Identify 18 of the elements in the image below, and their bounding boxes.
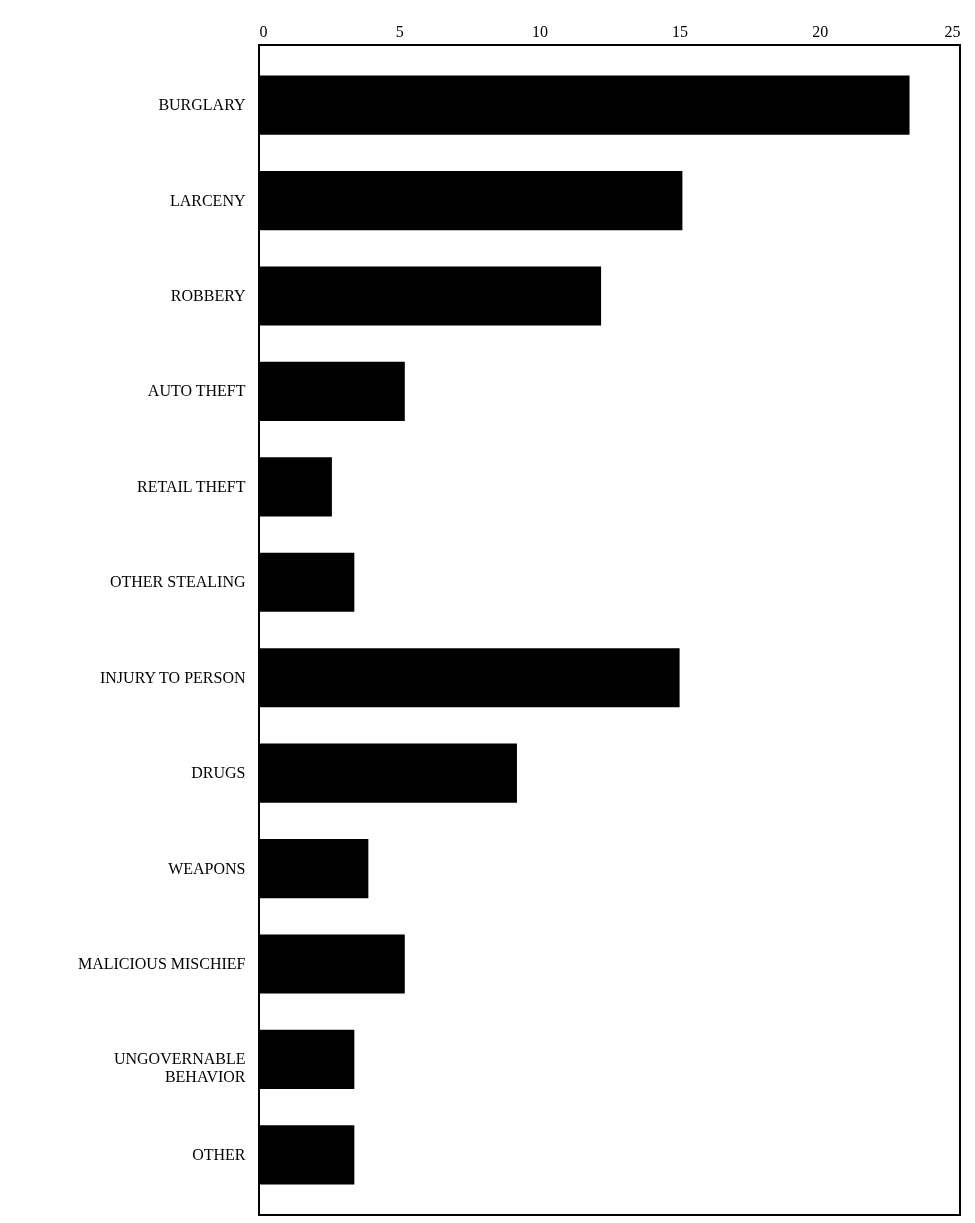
- y-tick-label: WEAPONS: [168, 859, 246, 877]
- y-tick-label: OTHER: [192, 1145, 246, 1163]
- x-tick-label: 15: [672, 22, 689, 40]
- y-tick-label: LARCENY: [169, 191, 246, 209]
- x-tick-label: 5: [395, 22, 404, 40]
- x-tick-label: 20: [812, 22, 829, 40]
- y-tick-label: RETAIL THEFT: [137, 477, 246, 495]
- y-tick-label: INJURY TO PERSON: [99, 668, 246, 686]
- y-tick-label: UNGOVERNABLE BEHAVIOR: [113, 1050, 246, 1086]
- y-tick-label: MALICIOUS MISCHIEF: [77, 955, 246, 973]
- y-tick-label: AUTO THEFT: [147, 382, 246, 400]
- x-tick-label: 0: [259, 22, 268, 40]
- y-tick-label: BURGLARY: [158, 96, 246, 114]
- y-tick-label: OTHER STEALING: [109, 573, 246, 591]
- y-tick-label: DRUGS: [191, 764, 246, 782]
- x-tick-label: 10: [531, 22, 548, 40]
- y-tick-label: ROBBERY: [170, 286, 246, 304]
- x-tick-label: 25: [944, 22, 961, 40]
